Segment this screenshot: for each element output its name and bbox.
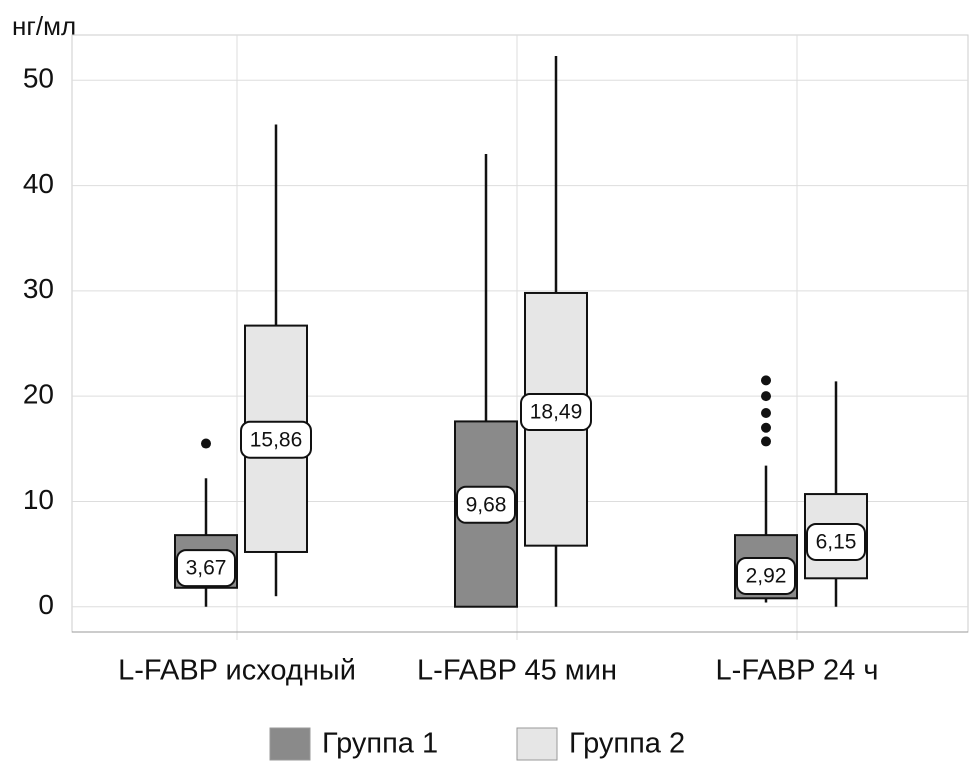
legend-label: Группа 2 — [569, 728, 685, 760]
median-label: 2,92 — [746, 565, 787, 588]
median-label: 15,86 — [250, 428, 303, 451]
y-axis-label: нг/мл — [12, 11, 76, 41]
median-label-box — [736, 556, 796, 595]
outlier — [761, 436, 771, 447]
x-tick-label: L-FABP исходный — [118, 655, 356, 687]
median-label-box — [240, 420, 312, 459]
median-label: 3,67 — [186, 557, 227, 580]
y-tick-label: 0 — [38, 589, 54, 620]
median-label-box — [520, 393, 592, 432]
x-tick-label: L-FABP 24 ч — [716, 655, 879, 687]
median-label-box — [456, 485, 516, 524]
median-label: 18,49 — [530, 401, 583, 424]
legend-swatch — [269, 727, 311, 761]
y-tick-label: 40 — [23, 168, 54, 199]
y-tick-label: 30 — [23, 273, 54, 304]
outlier — [761, 407, 771, 418]
median-label: 9,68 — [466, 493, 507, 516]
median-label: 6,15 — [816, 531, 857, 554]
y-tick-label: 50 — [23, 63, 54, 94]
outlier — [761, 375, 771, 386]
legend-label: Группа 1 — [322, 728, 438, 760]
x-tick-label: L-FABP 45 мин — [417, 655, 617, 687]
legend-swatch — [516, 727, 558, 761]
y-tick-label: 20 — [23, 379, 54, 410]
median-label-box — [806, 522, 866, 561]
y-tick-label: 10 — [23, 484, 54, 515]
outlier — [761, 391, 771, 402]
median-label-box — [176, 549, 236, 588]
outlier — [761, 422, 771, 433]
outlier — [201, 438, 211, 449]
